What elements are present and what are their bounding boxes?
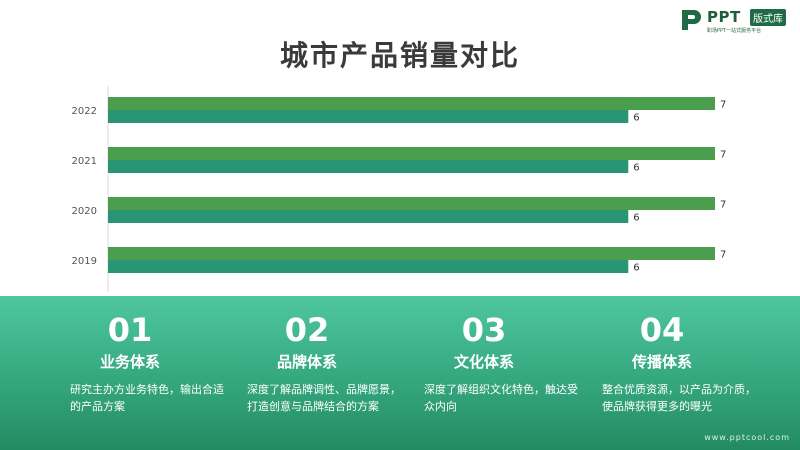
- y-tick-label: 2019: [72, 256, 97, 267]
- data-label: 6: [633, 263, 639, 274]
- logo-mark-icon: [682, 10, 701, 30]
- feature-title: 业务体系: [99, 353, 160, 371]
- bar: [108, 247, 715, 260]
- feature-number: 03: [461, 311, 507, 349]
- feature-item: 03 文化体系 深度了解组织文化特色，触达受众内向: [424, 296, 584, 415]
- feature-number: 04: [639, 311, 685, 349]
- feature-description: 整合优质资源，以产品为介质，使品牌获得更多的曝光: [602, 383, 756, 413]
- feature-description: 深度了解品牌调性、品牌愿景，打造创意与品牌结合的方案: [247, 383, 401, 413]
- logo-tagline: 职场PPT一站式服务平台: [707, 28, 762, 34]
- feature-number: 02: [284, 311, 330, 349]
- feature-item: 01 业务体系 研究主办方业务特色，输出合适的产品方案: [70, 296, 230, 415]
- logo-badge: 版式库: [750, 9, 786, 26]
- data-label: 7: [720, 200, 726, 211]
- bar: [108, 97, 715, 110]
- data-label: 6: [633, 213, 639, 224]
- data-label: 7: [720, 250, 726, 261]
- bar: [108, 260, 629, 273]
- page-title: 城市产品销量对比: [279, 39, 520, 72]
- feature-title: 文化体系: [453, 353, 514, 371]
- y-tick-label: 2022: [72, 106, 97, 117]
- data-label: 6: [633, 113, 639, 124]
- feature-item: 04 传播体系 整合优质资源，以产品为介质，使品牌获得更多的曝光: [602, 296, 762, 415]
- website-url: www.pptcool.com: [704, 433, 790, 442]
- feature-panel: 01 业务体系 研究主办方业务特色，输出合适的产品方案 02 品牌体系 深度了解…: [0, 296, 800, 450]
- feature-number: 01: [107, 311, 153, 349]
- y-tick-label: 2021: [72, 156, 97, 167]
- bar-chart: 2022 7 6 2021 7 6 2020 7 6 2019 7 6: [72, 86, 726, 292]
- bar: [108, 210, 629, 223]
- bar: [108, 160, 629, 173]
- feature-description: 研究主办方业务特色，输出合适的产品方案: [70, 383, 224, 413]
- data-label: 6: [633, 163, 639, 174]
- feature-description: 深度了解组织文化特色，触达受众内向: [424, 383, 578, 413]
- bar: [108, 147, 715, 160]
- brand-logo: PPT 版式库 职场PPT一站式服务平台: [680, 8, 795, 34]
- feature-item: 02 品牌体系 深度了解品牌调性、品牌愿景，打造创意与品牌结合的方案: [247, 296, 407, 415]
- bar: [108, 197, 715, 210]
- y-tick-label: 2020: [72, 206, 97, 217]
- data-label: 7: [720, 150, 726, 161]
- bar: [108, 110, 629, 123]
- feature-title: 品牌体系: [276, 353, 337, 371]
- feature-title: 传播体系: [631, 353, 692, 371]
- data-label: 7: [720, 100, 726, 111]
- logo-wordmark: PPT: [707, 8, 741, 26]
